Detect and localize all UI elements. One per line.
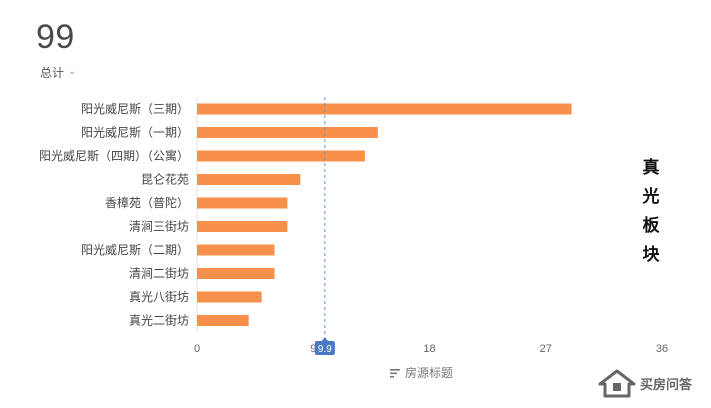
bar <box>197 291 262 303</box>
side-title-char: 块 <box>642 245 660 264</box>
category-label: 阳光威尼斯（三期） <box>81 102 189 116</box>
bar <box>197 268 275 279</box>
side-title: 真 光 板 块 <box>638 158 664 265</box>
axis-field-label: 房源标题 <box>390 364 453 381</box>
aggregation-dropdown[interactable]: 总计 ⌄ <box>40 64 76 81</box>
bar <box>197 197 288 209</box>
bar <box>197 174 301 185</box>
x-tick-label: 36 <box>656 343 668 355</box>
x-tick-label: 18 <box>423 343 435 355</box>
bar <box>197 315 249 326</box>
side-title-char: 光 <box>642 187 660 206</box>
side-title-char: 板 <box>642 216 660 235</box>
category-label: 阳光威尼斯（四期）（公寓） <box>39 148 189 163</box>
bar <box>197 127 378 138</box>
house-logo-icon <box>598 369 636 398</box>
axis-field-text: 房源标题 <box>405 366 454 380</box>
total-count: 99 <box>36 18 75 56</box>
category-label: 昆仑花苑 <box>141 172 189 187</box>
bar <box>197 103 572 115</box>
reference-badge-pointer <box>321 337 328 341</box>
watermark: 买房问答 <box>598 368 692 398</box>
reference-value-label: 9.9 <box>318 344 332 355</box>
x-tick-label: 0 <box>194 343 200 355</box>
x-tick-label: 9 <box>310 343 316 355</box>
reference-badge <box>314 341 335 355</box>
category-label: 阳光威尼斯（二期） <box>81 243 189 257</box>
bar <box>197 221 288 232</box>
chevron-down-icon: ⌄ <box>68 66 77 77</box>
category-label: 清涧三街坊 <box>129 219 189 234</box>
bar <box>197 244 275 256</box>
bar <box>197 150 365 162</box>
category-label: 真光八街坊 <box>129 289 189 304</box>
watermark-text: 买房问答 <box>640 376 693 392</box>
side-title-char: 真 <box>642 158 660 177</box>
category-label: 清涧二街坊 <box>129 266 189 281</box>
category-label: 阳光威尼斯（一期） <box>81 126 189 140</box>
category-label: 香樟苑（普陀） <box>105 195 189 210</box>
field-sort-icon <box>390 368 400 378</box>
aggregation-label: 总计 <box>40 66 65 80</box>
category-label: 真光二街坊 <box>129 313 189 328</box>
x-tick-label: 27 <box>540 343 552 355</box>
